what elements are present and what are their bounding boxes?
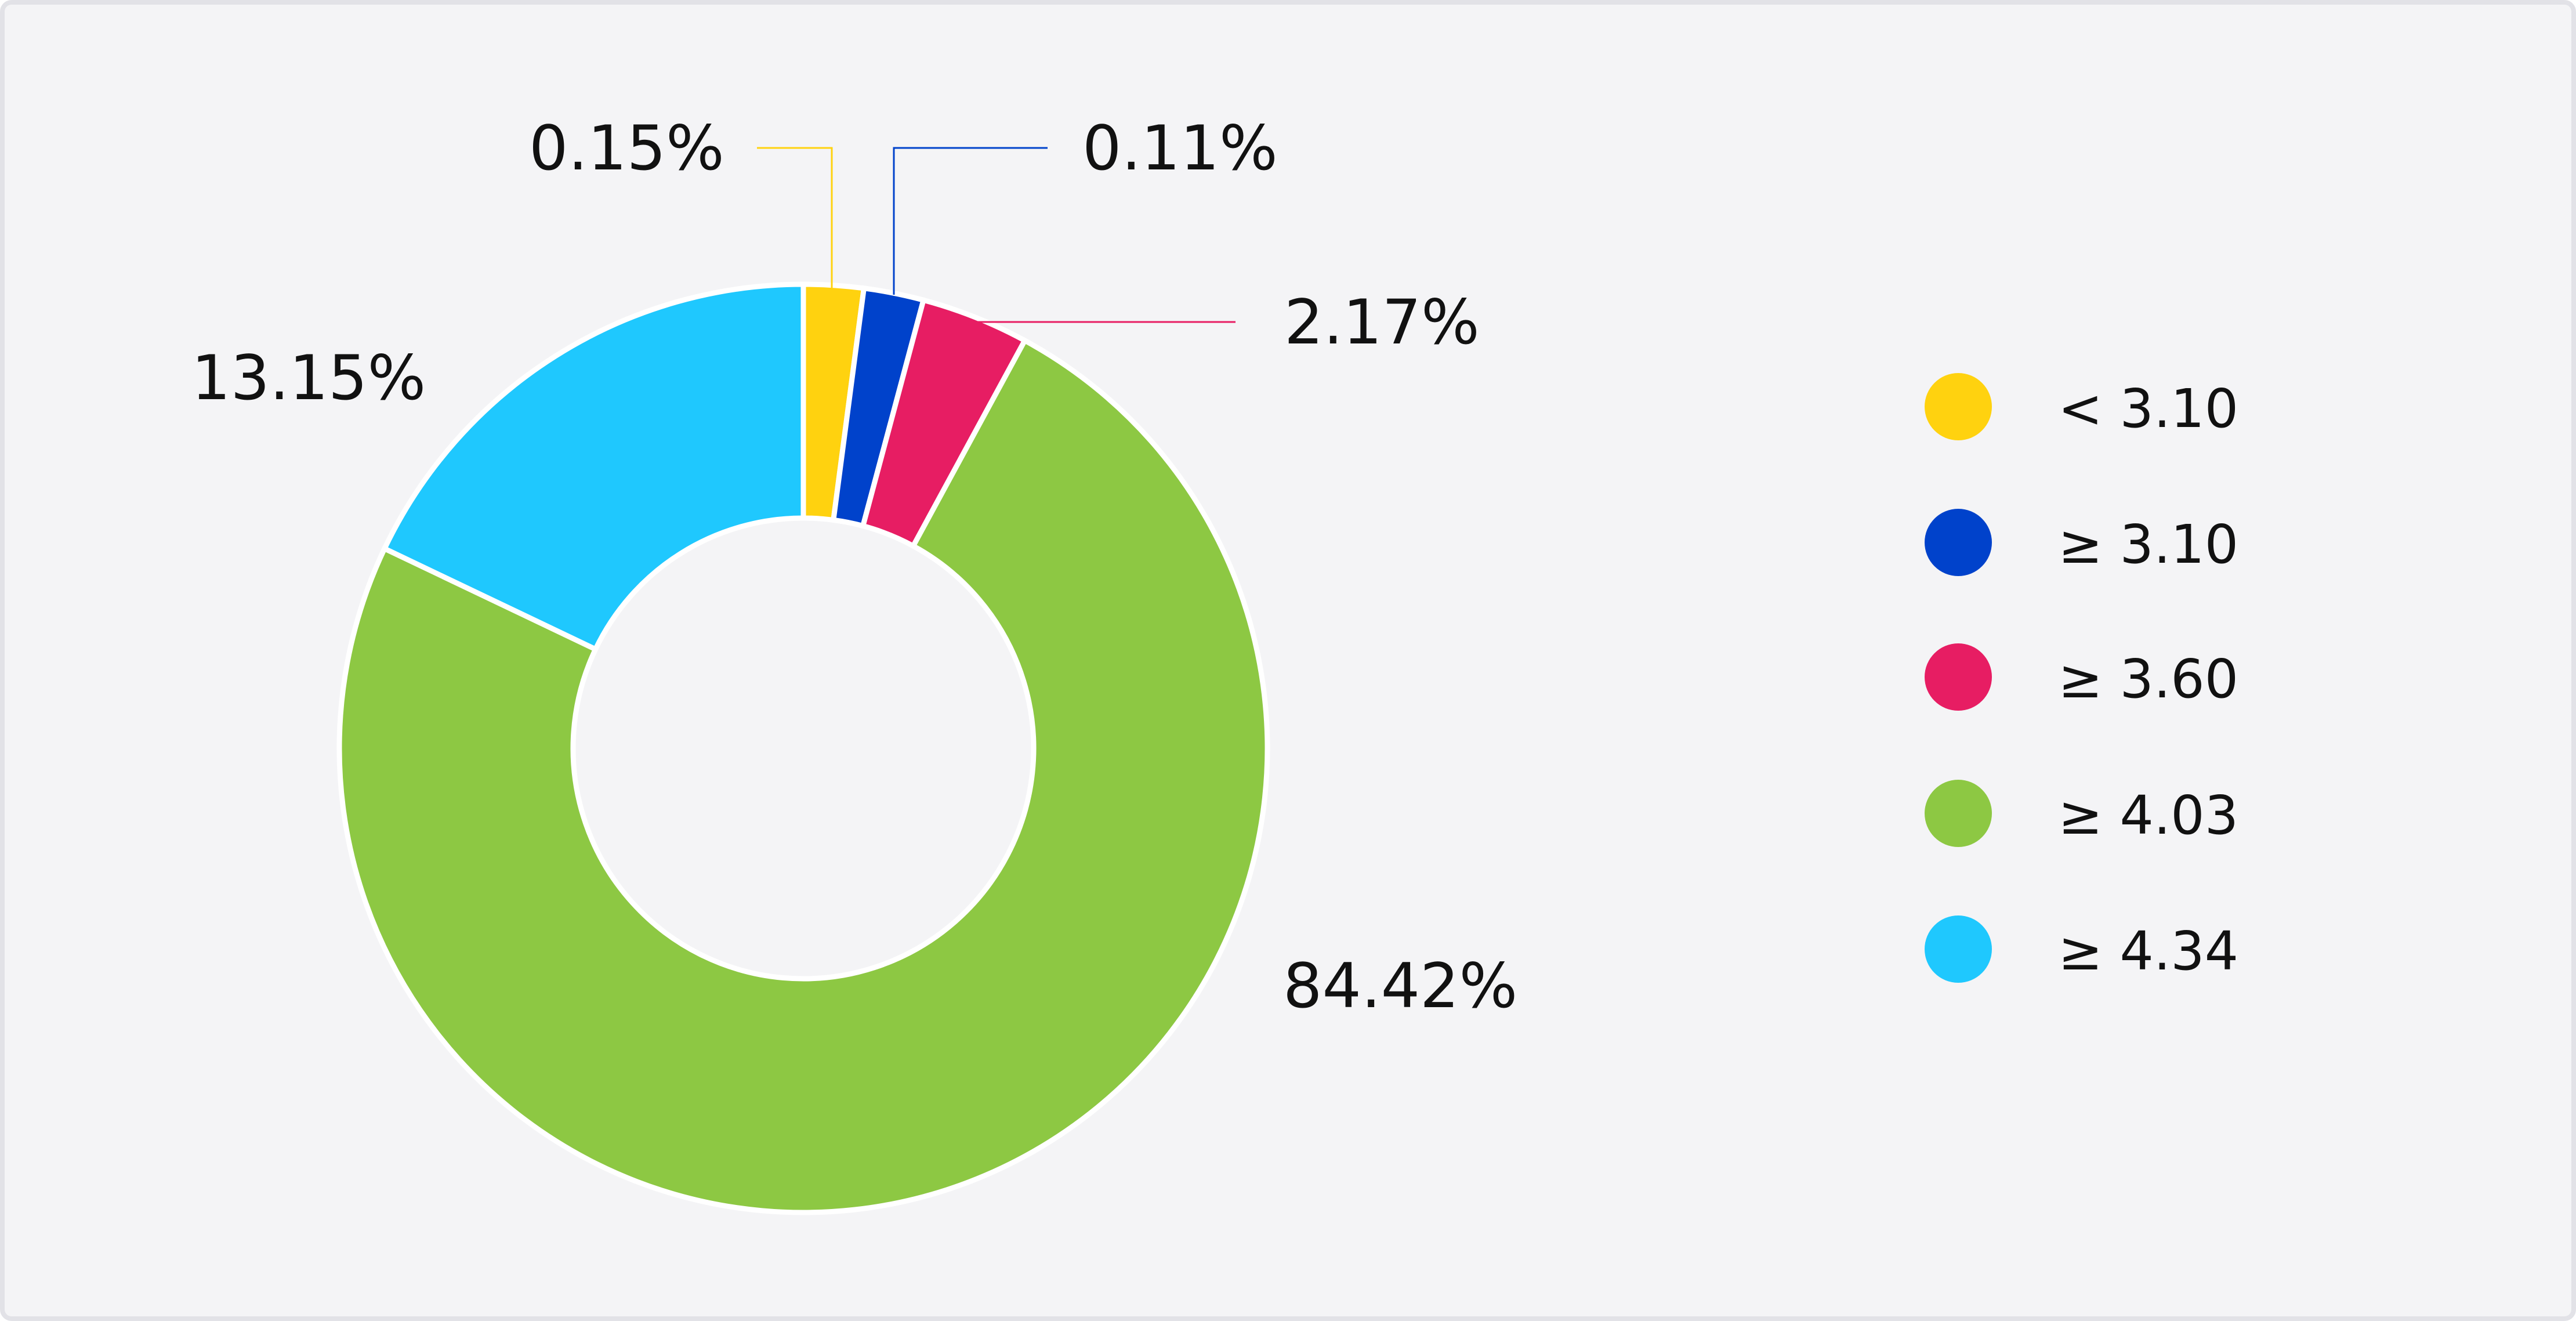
legend-label-4: ≥ 4.34: [2058, 920, 2238, 982]
legend-label-2: ≥ 3.60: [2058, 648, 2238, 710]
donut-slices: [336, 281, 1270, 1215]
legend-swatch-2: [1925, 643, 1992, 711]
slice-label-1: 0.11%: [1082, 113, 1278, 184]
legend-swatch-0: [1925, 373, 1992, 440]
legend-swatch-1: [1925, 509, 1992, 576]
slice-label-2: 2.17%: [1284, 287, 1480, 358]
legend-item-4: ≥ 4.34: [1925, 915, 2238, 983]
donut-slice-3: [336, 336, 1270, 1215]
legend-item-2: ≥ 3.60: [1925, 643, 2238, 711]
legend-label-1: ≥ 3.10: [2058, 513, 2238, 576]
donut-slice-4: [381, 281, 806, 653]
legend-label-0: < 3.10: [2058, 378, 2238, 440]
legend-label-3: ≥ 4.03: [2058, 784, 2238, 846]
legend-item-3: ≥ 4.03: [1925, 780, 2238, 847]
legend-item-0: < 3.10: [1925, 373, 2238, 440]
leader-line-1: [893, 147, 1048, 295]
legend-swatch-3: [1925, 780, 1992, 847]
legend-swatch-4: [1925, 915, 1992, 983]
legend: < 3.10 ≥ 3.10 ≥ 3.60 ≥ 4.03 ≥ 4.34: [1925, 373, 2238, 983]
slice-label-3: 84.42%: [1283, 950, 1517, 1022]
leader-line-0: [757, 147, 833, 290]
slice-label-0: 0.15%: [529, 113, 724, 184]
leader-lines: [757, 147, 1236, 323]
slice-label-4: 13.15%: [191, 342, 426, 414]
legend-item-1: ≥ 3.10: [1925, 509, 2238, 576]
